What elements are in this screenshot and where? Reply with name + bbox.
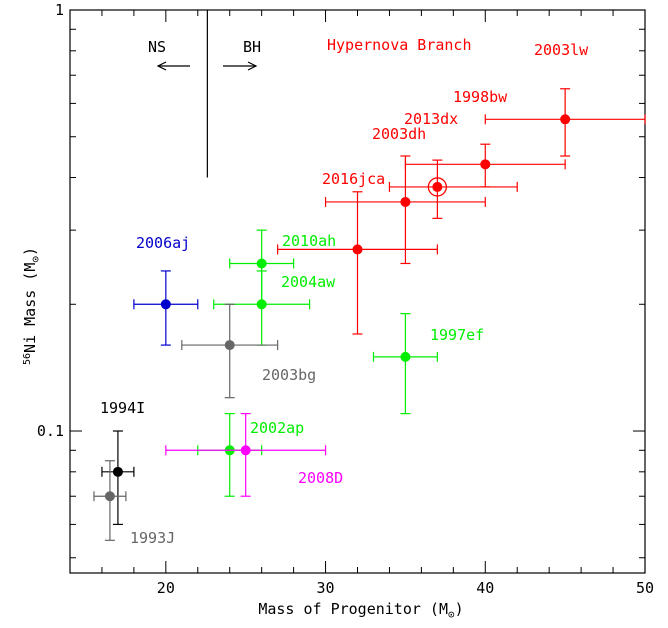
point-2016jca (277, 191, 438, 335)
marker (432, 181, 443, 192)
label-2003lw: 2003lw (534, 41, 589, 59)
marker-ring (427, 177, 448, 197)
point-2003bg (181, 303, 279, 399)
label-2010ah: 2010ah (282, 232, 336, 250)
x-tick-label: 20 (157, 579, 175, 597)
label-2013dx: 2013dx (404, 110, 458, 128)
marker (480, 159, 491, 170)
point-1994I (101, 430, 135, 526)
label-1993J: 1993J (130, 529, 175, 547)
point-2006aj (133, 270, 199, 346)
label-1998bw: 1998bw (453, 88, 508, 106)
x-tick-label: 40 (476, 579, 494, 597)
marker (104, 491, 115, 502)
marker (256, 299, 267, 310)
annotation-hypernova-branch: Hypernova Branch (327, 36, 472, 54)
x-axis-label-end: ) (455, 600, 464, 618)
marker (400, 196, 411, 207)
bh-arrow-head (247, 61, 258, 71)
y-axis-label-sup: 56 (22, 353, 33, 365)
point-1997ef (372, 313, 438, 415)
y-axis-label-main: Ni Mass (M (21, 263, 39, 353)
x-tick-label: 50 (636, 579, 654, 597)
label-2004aw: 2004aw (281, 273, 336, 291)
marker (560, 114, 571, 125)
marker (160, 299, 171, 310)
y-axis-label: 56Ni Mass (M⊙) (21, 247, 42, 365)
ns-bh-divider (156, 10, 258, 178)
point-2003lw (484, 88, 646, 157)
annotation-ns: NS (148, 38, 166, 56)
label-2006aj: 2006aj (136, 234, 190, 252)
ns-arrow-head (156, 61, 167, 71)
data-points (93, 88, 646, 541)
label-2016jca: 2016jca (322, 170, 385, 188)
marker (256, 258, 267, 269)
y-tick-label: 1 (55, 1, 64, 19)
annotation-bh: BH (243, 38, 261, 56)
x-tick-label: 30 (317, 579, 335, 597)
y-axis-label-end: ) (21, 247, 39, 256)
ticks: 20 30 40 50 0.1 1 (37, 1, 654, 597)
point-2008D (165, 412, 327, 497)
y-axis-label-sub: ⊙ (29, 256, 42, 263)
x-axis-label: Mass of Progenitor (M⊙) (258, 600, 463, 621)
marker (352, 244, 363, 255)
label-2003bg: 2003bg (262, 366, 316, 384)
point-2013dx (324, 155, 486, 265)
label-2008D: 2008D (298, 469, 343, 487)
marker (240, 445, 251, 456)
x-axis-label-sub: ⊙ (448, 608, 455, 621)
y-tick-label: 0.1 (37, 422, 64, 440)
label-2003dh: 2003dh (372, 125, 426, 143)
marker (224, 340, 235, 351)
point-2003dh (388, 159, 518, 219)
label-1997ef: 1997ef (430, 326, 484, 344)
marker (400, 351, 411, 362)
label-1994I: 1994I (100, 399, 145, 417)
point-1993J (93, 460, 127, 541)
marker (112, 466, 123, 477)
point-1998bw (404, 143, 566, 188)
label-2002ap: 2002ap (250, 419, 304, 437)
